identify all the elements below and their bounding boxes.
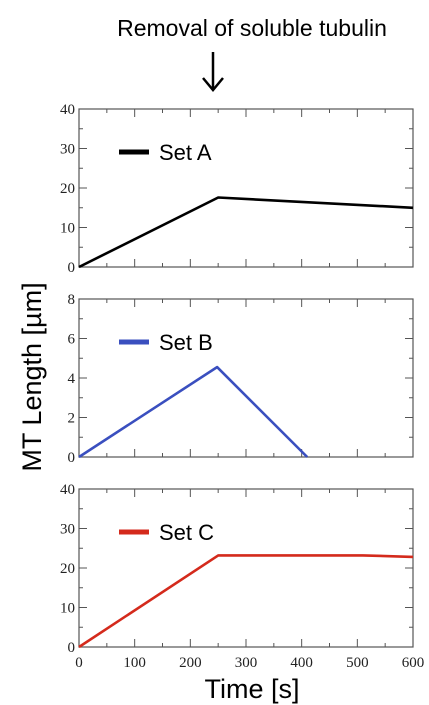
y-tick-label: 30 [60,142,75,158]
x-axis-title: Time [s] [204,674,299,704]
panel-1: 0 10 20 30 40 Set A [60,102,414,276]
y-tick-label: 10 [60,601,75,617]
arrow-down-icon [202,52,224,92]
x-tick-label: 400 [290,655,313,671]
y-tick-label: 40 [60,102,75,118]
legend-label: Set C [159,520,214,545]
plot-frame [78,298,414,458]
x-tick-label: 300 [235,655,258,671]
y-axis-title: MT Length [µm] [17,282,47,471]
y-tick-label: 6 [68,332,76,348]
y-tick-label: 30 [60,522,75,538]
series-line-set-b [78,365,309,459]
series-line-set-c [78,554,414,649]
x-tick-label: 100 [123,655,146,671]
x-tick-label: 200 [179,655,202,671]
y-tick-label: 4 [68,371,76,387]
x-tick-label: 500 [346,655,369,671]
legend-label: Set A [159,140,212,165]
x-tick-label: 0 [75,655,83,671]
y-tick-label: 0 [68,260,76,276]
y-tick-label: 0 [68,640,76,656]
y-tick-label: 2 [68,411,76,427]
y-tick-label: 20 [60,181,75,197]
legend-label: Set B [159,330,213,355]
y-tick-label: 40 [60,482,75,498]
panel-2: 0 2 4 6 8 Set B [68,292,414,466]
plot-frame [78,488,414,648]
y-tick-label: 0 [68,450,76,466]
y-tick-label: 8 [68,292,76,308]
series-line-set-a [78,196,414,269]
x-tick-label: 600 [402,655,425,671]
y-tick-label: 10 [60,221,75,237]
annotation-text: Removal of soluble tubulin [117,15,387,41]
y-tick-label: 20 [60,561,75,577]
